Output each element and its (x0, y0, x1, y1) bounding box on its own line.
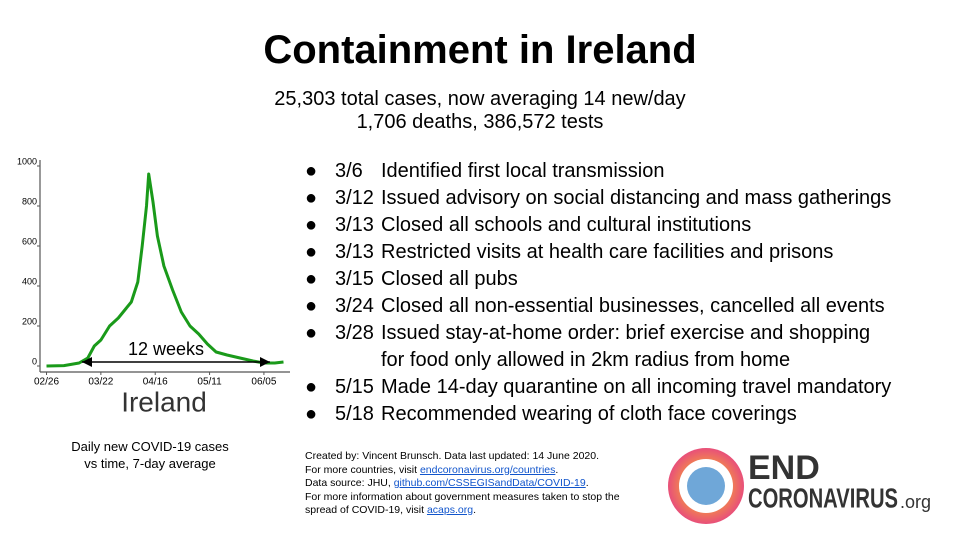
event: ● 5/15 Made 14-day quarantine on all incom… (305, 374, 891, 401)
credit-text: . (585, 477, 589, 489)
logo-suffix: .org (900, 492, 931, 512)
event-date: 3/15 (335, 268, 374, 290)
event-date: 3/12 (335, 187, 374, 209)
event: ● 3/15 Closed all pubs (305, 266, 891, 293)
caption-line: Daily new COVID-19 cases (71, 439, 229, 454)
event: ● 3/6 Identified first local transmission (305, 158, 891, 185)
event-date: 5/15 (335, 376, 374, 398)
credit-line: For more countries, visit endcoronavirus… (305, 464, 620, 478)
chart-label: Ireland (121, 386, 207, 417)
bullet: ● (305, 322, 318, 344)
event-date: 3/13 (335, 214, 374, 236)
x-tick-label: 04/16 (143, 377, 168, 388)
logo-virus (687, 467, 725, 505)
y-tick-label: 800 (22, 196, 37, 206)
credits: Created by: Vincent Brunsch. Data last u… (305, 450, 620, 518)
chart-caption: Daily new COVID-19 cases vs time, 7-day a… (40, 438, 260, 472)
event-text: Issued stay-at-home order: brief exercis… (381, 322, 871, 344)
arrow-head (260, 357, 270, 367)
credit-text: . (473, 504, 477, 516)
credit-text: . (555, 463, 559, 476)
bullet: ● (305, 268, 318, 290)
event-text: Restricted visits at health care facilit… (381, 241, 834, 263)
credit-text: Created by: Vincent Brunsch. Data last u… (305, 450, 599, 462)
event-text: Closed all schools and cultural institut… (381, 214, 752, 236)
credit-line: Created by: Vincent Brunsch. Data last u… (305, 450, 620, 464)
y-tick-label: 1000 (17, 156, 37, 166)
x-tick-label: 05/11 (197, 377, 222, 388)
bullet: ● (305, 214, 318, 236)
event-list: ● 3/6 Identified first local transmission ●… (305, 158, 891, 428)
logo-bottom: CORONAVIRUS (748, 482, 898, 513)
bullet: ● (305, 295, 318, 317)
credit-line: Data source: JHU, github.com/CSSEGISandD… (305, 477, 620, 491)
event-date: 3/6 (335, 160, 363, 182)
logo-top: END (748, 449, 820, 487)
bullet: ● (305, 160, 318, 182)
link: endcoronavirus.org/countries (419, 463, 556, 476)
x-tick-label: 03/22 (88, 377, 113, 388)
link: github.com/CSSEGISandData/COVID-19 (393, 477, 586, 489)
event-text: Made 14-day quarantine on all incoming t… (381, 376, 892, 398)
bullet: ● (305, 376, 318, 398)
y-tick-label: 0 (32, 356, 37, 366)
bullet: ● (305, 241, 318, 263)
x-tick-label: 06/05 (251, 377, 276, 388)
event-text: Closed all non-essential businesses, can… (381, 295, 885, 317)
event-text: Closed all pubs (381, 268, 518, 290)
series-line (46, 172, 284, 368)
subtitle-line: 1,706 deaths, 386,572 tests (356, 111, 604, 133)
credit-text: For more countries, visit (305, 463, 420, 476)
event: ● 3/13 Closed all schools and cultural ins… (305, 212, 891, 239)
credit-text: spread of COVID-19, visit (305, 504, 427, 516)
y-tick-label: 200 (22, 316, 37, 326)
event: ● 3/28 Issued stay-at-home order: brief ex… (305, 320, 891, 347)
bullet: ● (305, 187, 318, 209)
subtitle-line: 25,303 total cases, now averaging 14 new… (274, 88, 686, 110)
event-text: Recommended wearing of cloth face coveri… (381, 403, 797, 425)
bullet: ● (305, 403, 318, 425)
event-text: Issued advisory on social distancing and… (381, 187, 892, 209)
event-date: 5/18 (335, 403, 374, 425)
event-date: 3/24 (335, 295, 374, 317)
annotation: 12 weeks (128, 339, 204, 359)
event-text: Identified first local transmission (381, 160, 665, 182)
event: ● 3/12 Issued advisory on social distancin… (305, 185, 891, 212)
event-text: for food only allowed in 2km radius from… (381, 349, 791, 371)
event: ● 5/18 Recommended wearing of cloth face c… (305, 401, 891, 428)
subtitle: 25,303 total cases, now averaging 14 new… (0, 88, 960, 134)
event: ● 3/13 Restricted visits at health care fa… (305, 239, 891, 266)
event-date: 3/13 (335, 241, 374, 263)
caption-line: vs time, 7-day average (84, 456, 216, 471)
credit-line: spread of COVID-19, visit acaps.org. (305, 504, 620, 518)
credit-text: For more information about government me… (305, 490, 620, 503)
arrow-head (82, 357, 92, 367)
link: acaps.org (426, 504, 474, 516)
credit-text: Data source: JHU, (305, 477, 394, 489)
event-date: 3/28 (335, 322, 374, 344)
title: Containment in Ireland (263, 28, 697, 72)
credit-line: For more information about government me… (305, 491, 620, 505)
y-tick-label: 400 (22, 276, 37, 286)
event: ● 3/24 Closed all non-essential businesses… (305, 293, 891, 320)
logo: END CORONAVIRUS .org (668, 448, 931, 524)
x-tick-label: 02/26 (34, 377, 59, 388)
y-tick-label: 600 (22, 236, 37, 246)
